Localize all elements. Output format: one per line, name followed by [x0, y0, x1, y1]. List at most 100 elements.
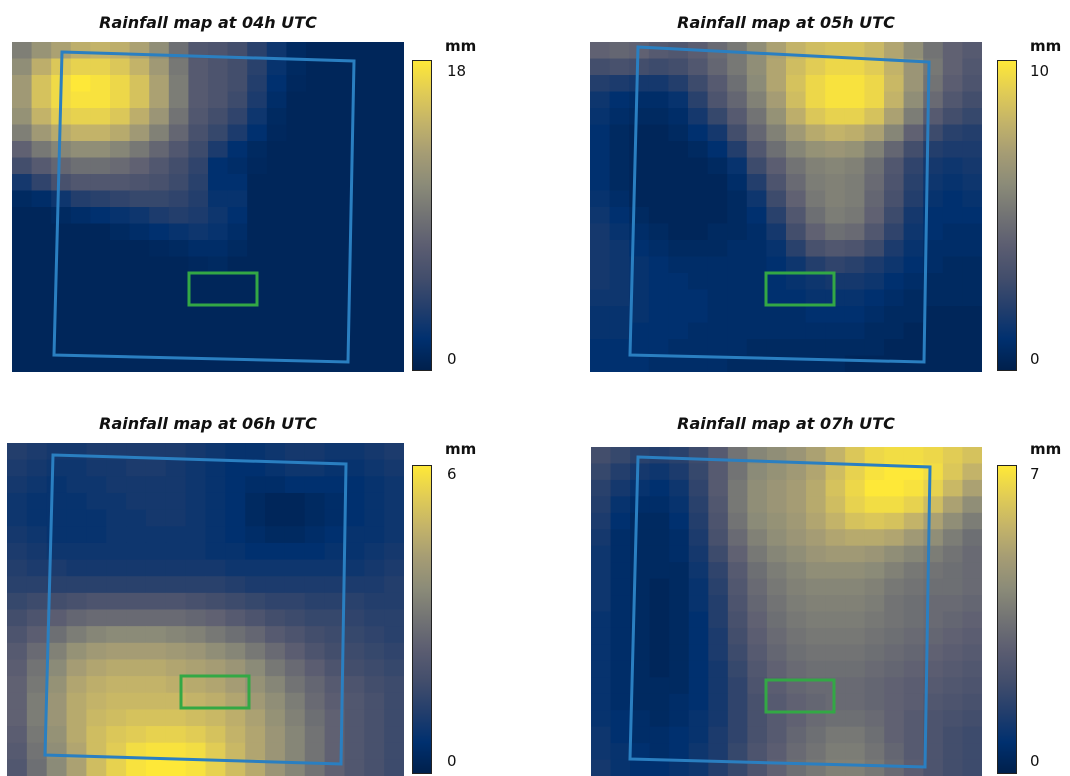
heatmap-cell — [345, 108, 366, 126]
heatmap-cell — [903, 108, 924, 126]
heatmap-cell — [384, 443, 404, 461]
heatmap-cell — [208, 58, 229, 76]
heatmap-cell — [610, 693, 631, 711]
heatmap-cell — [344, 459, 365, 477]
heatmap-cell — [384, 609, 404, 627]
heatmap-cell — [884, 75, 905, 93]
heatmap-cell — [245, 459, 266, 477]
heatmap-cell — [12, 339, 33, 357]
heatmap-cell — [766, 660, 788, 678]
heatmap-cell — [110, 108, 131, 126]
heatmap-cell — [668, 289, 689, 307]
heatmap-cell — [805, 108, 826, 126]
heatmap-cell — [129, 174, 150, 192]
heatmap-cell — [786, 124, 807, 142]
heatmap-cell — [70, 207, 91, 225]
heatmap-cell — [86, 759, 107, 776]
heatmap-cell — [106, 492, 127, 511]
heatmap-cell — [786, 644, 807, 662]
heatmap-cell — [145, 709, 167, 727]
heatmap-cell — [962, 124, 982, 142]
panel-title: Rainfall map at 07h UTC — [677, 414, 895, 433]
heatmap-cell — [208, 124, 229, 142]
heatmap-cell — [610, 611, 631, 629]
heatmap-cell — [126, 542, 147, 561]
heatmap-cell — [247, 91, 268, 109]
heatmap-cell — [884, 660, 905, 678]
heatmap-cell — [46, 709, 68, 727]
heatmap-cell — [766, 496, 788, 514]
heatmap-cell — [825, 223, 846, 241]
heatmap-cell — [746, 157, 767, 175]
heatmap-cell — [46, 626, 68, 644]
heatmap-cell — [707, 124, 728, 142]
heatmap-cell — [227, 190, 248, 208]
heatmap-cell — [805, 339, 826, 357]
heatmap-cell — [727, 75, 748, 93]
heatmap-cell — [345, 322, 366, 340]
heatmap-cell — [669, 496, 690, 514]
heatmap-cell — [903, 339, 924, 357]
heatmap-cell — [126, 509, 147, 527]
heatmap-cell — [746, 240, 767, 258]
heatmap-cell — [168, 75, 189, 93]
heatmap-cell — [266, 306, 287, 324]
heatmap-cell — [106, 592, 127, 611]
heatmap-cell — [31, 157, 52, 175]
domain-outline — [43, 453, 348, 766]
heatmap-cell — [786, 190, 807, 208]
heatmap-cell — [51, 157, 72, 175]
heatmap-cell — [266, 75, 287, 93]
colorbar-max-label: 6 — [447, 465, 457, 483]
heatmap-cell — [669, 677, 690, 695]
heatmap-cell — [145, 626, 167, 644]
heatmap-cell — [786, 496, 807, 514]
heatmap-cell — [648, 108, 669, 126]
heatmap-cell — [591, 463, 612, 481]
heatmap-cell — [225, 492, 246, 511]
heatmap-cell — [185, 692, 207, 710]
heatmap-cell — [727, 174, 748, 192]
heatmap-cell — [384, 42, 404, 60]
heatmap-cell — [688, 479, 709, 497]
heatmap-cell — [129, 289, 150, 307]
heatmap-cell — [669, 611, 690, 629]
heatmap-cell — [688, 174, 709, 192]
heatmap-cell — [844, 174, 865, 192]
heatmap-cell — [903, 240, 924, 258]
heatmap-cell — [31, 322, 52, 340]
subregion-outline — [187, 271, 259, 307]
heatmap-cell — [227, 75, 248, 93]
heatmap-cell — [884, 141, 905, 159]
heatmap-cell — [746, 339, 767, 357]
heatmap-cell — [766, 157, 787, 175]
heatmap-cell — [942, 595, 964, 613]
heatmap-cell — [284, 659, 306, 677]
heatmap-cell — [168, 157, 189, 175]
heatmap-cell — [66, 759, 87, 776]
heatmap-cell — [225, 443, 246, 461]
heatmap-cell — [265, 592, 286, 611]
heatmap-cell — [110, 58, 131, 76]
heatmap-cell — [165, 509, 187, 527]
heatmap-cell — [364, 742, 385, 760]
heatmap-cell — [245, 626, 266, 644]
heatmap-cell — [766, 91, 787, 109]
heatmap-cell — [324, 576, 346, 594]
heatmap-cell — [149, 322, 170, 340]
heatmap-cell — [126, 742, 147, 760]
heatmap-cell — [884, 190, 905, 208]
heatmap-cell — [225, 709, 246, 727]
heatmap-cell — [129, 223, 150, 241]
heatmap-cell — [727, 562, 748, 580]
heatmap-cell — [708, 463, 729, 481]
heatmap-cell — [245, 709, 266, 727]
heatmap-cell — [247, 223, 268, 241]
heatmap-cell — [286, 157, 307, 175]
heatmap-cell — [205, 692, 226, 710]
heatmap-cell — [805, 273, 826, 291]
heatmap-cell — [923, 355, 944, 372]
heatmap-cell — [786, 743, 807, 761]
heatmap-cell — [168, 141, 189, 159]
heatmap-cell — [345, 256, 366, 274]
